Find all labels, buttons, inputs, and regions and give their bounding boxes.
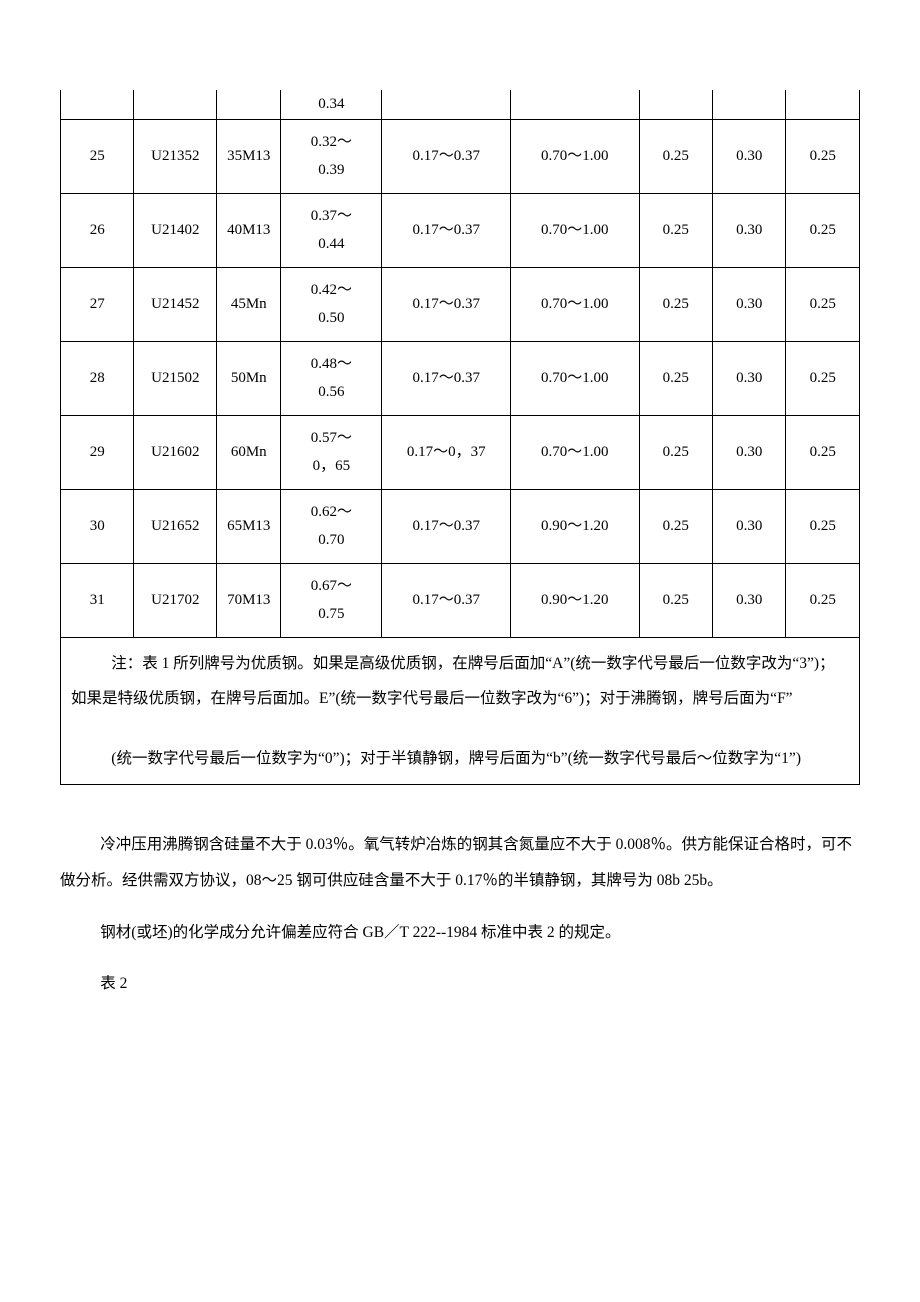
cell-grade: 70M13 — [217, 563, 281, 637]
cell-code: U21652 — [134, 489, 217, 563]
cell-grade: 35M13 — [217, 119, 281, 193]
body-paragraph-2: 钢材(或坯)的化学成分允许偏差应符合 GB／T 222--1984 标准中表 2… — [60, 915, 860, 951]
table-row: 27U2145245Mn0.42～0.500.17～0.370.70～1.000… — [61, 267, 860, 341]
cell-seq: 29 — [61, 415, 134, 489]
cell-seq: 26 — [61, 193, 134, 267]
cell-si: 0.17～0.37 — [382, 563, 511, 637]
body-paragraph-1: 冷冲压用沸腾钢含硅量不大于 0.03％。氧气转炉冶炼的钢其含氮量应不大于 0.0… — [60, 827, 860, 898]
cell-ni: 0.30 — [713, 341, 786, 415]
cell-cr: 0.25 — [639, 415, 712, 489]
table-row: 30U2165265M130.62～0.700.17～0.370.90～1.20… — [61, 489, 860, 563]
cell-cu: 0.25 — [786, 119, 860, 193]
table-note-2: (统一数字代号最后一位数字为“0”)；对于半镇静钢，牌号后面为“b”(统一数字代… — [71, 741, 849, 777]
cell-cr: 0.25 — [639, 119, 712, 193]
cell-c: 0.57～0，65 — [281, 415, 382, 489]
cell-ni: 0.30 — [713, 119, 786, 193]
cell-grade: 40M13 — [217, 193, 281, 267]
cell-mn: 0.70～1.00 — [510, 267, 639, 341]
cell-code: U21502 — [134, 341, 217, 415]
cell-ni: 0.30 — [713, 489, 786, 563]
cell-si: 0.17～0.37 — [382, 489, 511, 563]
cell-code: U21602 — [134, 415, 217, 489]
cell-c: 0.37～0.44 — [281, 193, 382, 267]
cell-code: U21402 — [134, 193, 217, 267]
cell-empty — [510, 90, 639, 119]
cell-c: 0.67～0.75 — [281, 563, 382, 637]
cell-cr: 0.25 — [639, 341, 712, 415]
cell-grade: 65M13 — [217, 489, 281, 563]
cell-c: 0.48～0.56 — [281, 341, 382, 415]
cell-cr: 0.25 — [639, 193, 712, 267]
cell-empty — [61, 90, 134, 119]
table-row: 25U2135235M130.32～0.390.17～0.370.70～1.00… — [61, 119, 860, 193]
table-note-row-2: (统一数字代号最后一位数字为“0”)；对于半镇静钢，牌号后面为“b”(统一数字代… — [61, 725, 860, 785]
cell-cu: 0.25 — [786, 341, 860, 415]
table-2-label: 表 2 — [60, 966, 860, 1002]
table-row: 28U2150250Mn0.48～0.560.17～0.370.70～1.000… — [61, 341, 860, 415]
cell-empty — [217, 90, 281, 119]
table-row: 31U2170270M130.67～0.750.17～0.370.90～1.20… — [61, 563, 860, 637]
cell-seq: 28 — [61, 341, 134, 415]
table-note-1: 注：表 1 所列牌号为优质钢。如果是高级优质钢，在牌号后面加“A”(统一数字代号… — [71, 646, 849, 717]
cell-seq: 31 — [61, 563, 134, 637]
cell-si: 0.17～0.37 — [382, 119, 511, 193]
steel-grades-table: 0.34 25U2135235M130.32～0.390.17～0.370.70… — [60, 90, 860, 785]
cell-c: 0.32～0.39 — [281, 119, 382, 193]
cell-cu: 0.25 — [786, 193, 860, 267]
cell-seq: 30 — [61, 489, 134, 563]
cell-mn: 0.70～1.00 — [510, 415, 639, 489]
table-note-row-1: 注：表 1 所列牌号为优质钢。如果是高级优质钢，在牌号后面加“A”(统一数字代号… — [61, 637, 860, 725]
cell-mn: 0.70～1.00 — [510, 119, 639, 193]
cell-ni: 0.30 — [713, 267, 786, 341]
cell-code: U21452 — [134, 267, 217, 341]
cell-mn: 0.70～1.00 — [510, 341, 639, 415]
cell-code: U21702 — [134, 563, 217, 637]
cell-cr: 0.25 — [639, 489, 712, 563]
cell-mn: 0.90～1.20 — [510, 489, 639, 563]
cell-mn: 0.70～1.00 — [510, 193, 639, 267]
cell-empty — [382, 90, 511, 119]
cell-code: U21352 — [134, 119, 217, 193]
cell-cr: 0.25 — [639, 563, 712, 637]
cell-c: 0.42～0.50 — [281, 267, 382, 341]
cell-grade: 50Mn — [217, 341, 281, 415]
cell-empty — [786, 90, 860, 119]
cell-seq: 25 — [61, 119, 134, 193]
cell-cu: 0.25 — [786, 267, 860, 341]
cell-c: 0.62～0.70 — [281, 489, 382, 563]
cell-si: 0.17～0.37 — [382, 267, 511, 341]
table-row: 29U2160260Mn0.57～0，650.17～0，370.70～1.000… — [61, 415, 860, 489]
cell-cu: 0.25 — [786, 415, 860, 489]
cell-cu: 0.25 — [786, 563, 860, 637]
table-row-partial: 0.34 — [61, 90, 860, 119]
cell-c-partial: 0.34 — [281, 90, 382, 119]
cell-grade: 45Mn — [217, 267, 281, 341]
table-row: 26U2140240M130.37～0.440.17～0.370.70～1.00… — [61, 193, 860, 267]
body-text: 冷冲压用沸腾钢含硅量不大于 0.03％。氧气转炉冶炼的钢其含氮量应不大于 0.0… — [60, 827, 860, 1002]
cell-empty — [713, 90, 786, 119]
cell-ni: 0.30 — [713, 563, 786, 637]
cell-empty — [134, 90, 217, 119]
cell-ni: 0.30 — [713, 193, 786, 267]
cell-mn: 0.90～1.20 — [510, 563, 639, 637]
cell-cr: 0.25 — [639, 267, 712, 341]
cell-si: 0.17～0.37 — [382, 341, 511, 415]
cell-si: 0.17～0，37 — [382, 415, 511, 489]
cell-grade: 60Mn — [217, 415, 281, 489]
cell-si: 0.17～0.37 — [382, 193, 511, 267]
cell-cu: 0.25 — [786, 489, 860, 563]
document-page: 0.34 25U2135235M130.32～0.390.17～0.370.70… — [0, 0, 920, 1078]
cell-seq: 27 — [61, 267, 134, 341]
cell-ni: 0.30 — [713, 415, 786, 489]
cell-empty — [639, 90, 712, 119]
